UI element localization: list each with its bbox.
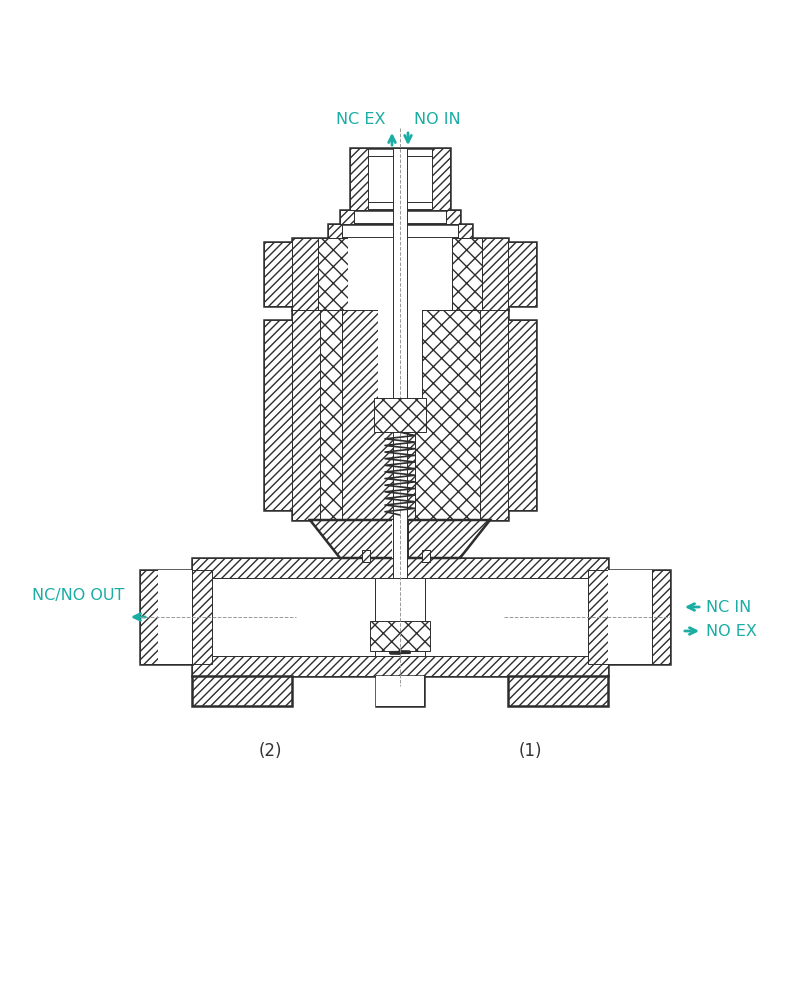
Bar [588,570,670,664]
Polygon shape [508,676,608,706]
Polygon shape [264,242,292,306]
Bar [328,224,472,238]
Polygon shape [318,238,348,310]
Polygon shape [192,656,608,676]
Polygon shape [328,224,342,238]
Polygon shape [588,578,608,656]
Bar [264,320,292,510]
Text: NC/NO OUT: NC/NO OUT [31,588,124,603]
Polygon shape [480,310,508,520]
Bar [393,148,407,578]
Text: NO IN: NO IN [414,112,461,127]
Bar [158,570,192,664]
Polygon shape [508,242,536,306]
Polygon shape [452,238,482,310]
Polygon shape [264,320,292,510]
Text: (1): (1) [518,742,541,760]
Polygon shape [292,310,320,520]
Text: (2): (2) [258,742,282,760]
Bar [376,676,424,706]
Polygon shape [588,570,608,664]
Bar [362,550,370,562]
Bar [392,520,408,558]
Polygon shape [508,320,536,510]
Bar [292,310,508,520]
Polygon shape [652,570,670,664]
Bar [292,238,508,310]
Bar [608,570,652,664]
Polygon shape [320,310,342,520]
Text: NC EX: NC EX [336,112,385,127]
Text: NO EX: NO EX [706,624,757,639]
Polygon shape [192,570,212,664]
Polygon shape [212,578,375,618]
Bar [350,148,450,210]
Bar [348,238,452,310]
Bar [140,570,212,664]
Polygon shape [340,210,354,224]
Polygon shape [342,310,415,520]
Bar [376,676,424,706]
Polygon shape [432,148,450,210]
Polygon shape [192,676,292,706]
Polygon shape [362,550,370,562]
Bar [508,320,536,510]
Polygon shape [422,550,430,562]
Polygon shape [192,558,608,578]
Text: NC IN: NC IN [706,599,751,614]
Polygon shape [140,570,158,664]
Bar [192,558,608,676]
Bar [422,550,430,562]
Polygon shape [415,310,480,520]
Bar [264,242,292,306]
Bar [340,210,460,224]
Polygon shape [425,578,588,618]
Polygon shape [350,148,368,210]
Bar [508,242,536,306]
Polygon shape [192,578,212,656]
Polygon shape [458,224,472,238]
Bar [378,310,422,426]
Polygon shape [370,621,430,651]
Polygon shape [374,398,426,432]
Polygon shape [482,238,508,310]
Polygon shape [310,520,392,558]
Polygon shape [446,210,460,224]
Bar [425,578,588,656]
Polygon shape [292,238,318,310]
Bar [212,578,375,656]
Polygon shape [408,520,490,558]
